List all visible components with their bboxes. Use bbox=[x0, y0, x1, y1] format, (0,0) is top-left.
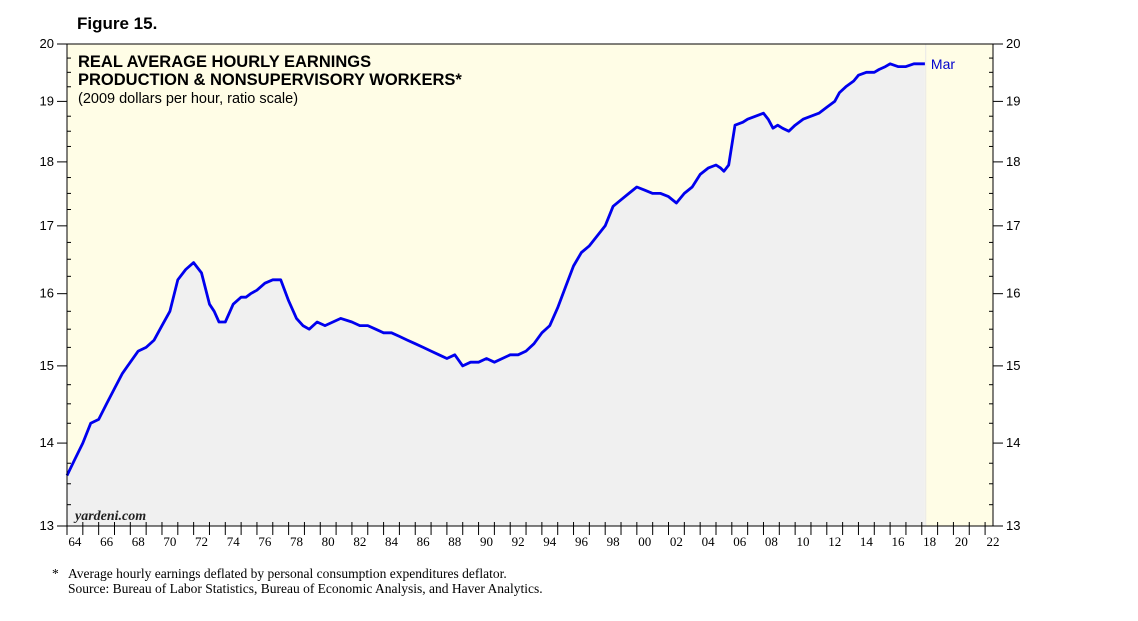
y-tick-label-right: 16 bbox=[1006, 286, 1020, 301]
x-tick-label: 22 bbox=[987, 534, 1000, 549]
footnote-source: Source: Bureau of Labor Statistics, Bure… bbox=[68, 581, 543, 596]
x-tick-label: 86 bbox=[417, 534, 431, 549]
x-tick-label: 70 bbox=[163, 534, 176, 549]
y-tick-label-right: 17 bbox=[1006, 218, 1020, 233]
x-tick-label: 82 bbox=[353, 534, 366, 549]
y-tick-label-right: 13 bbox=[1006, 518, 1020, 533]
y-tick-label-right: 15 bbox=[1006, 358, 1020, 373]
plot-frame bbox=[66, 43, 994, 527]
y-tick-label-left: 17 bbox=[40, 218, 54, 233]
y-tick-label-left: 15 bbox=[40, 358, 54, 373]
end-label: Mar bbox=[931, 56, 955, 72]
x-tick-label: 64 bbox=[68, 534, 82, 549]
x-tick-label: 08 bbox=[765, 534, 778, 549]
x-tick-label: 16 bbox=[892, 534, 906, 549]
x-tick-label: 84 bbox=[385, 534, 399, 549]
footnote: * Average hourly earnings deflated by per… bbox=[52, 566, 543, 596]
watermark: yardeni.com bbox=[73, 509, 146, 524]
x-tick-label: 80 bbox=[322, 534, 335, 549]
x-tick-label: 68 bbox=[132, 534, 145, 549]
y-tick-label-right: 14 bbox=[1006, 435, 1020, 450]
x-tick-label: 98 bbox=[607, 534, 620, 549]
y-tick-label-left: 20 bbox=[40, 36, 54, 51]
x-tick-label: 10 bbox=[797, 534, 810, 549]
x-tick-label: 90 bbox=[480, 534, 493, 549]
y-tick-label-right: 20 bbox=[1006, 36, 1020, 51]
x-tick-label: 78 bbox=[290, 534, 303, 549]
footnote-marker: * bbox=[52, 566, 59, 581]
x-tick-label: 76 bbox=[258, 534, 272, 549]
y-tick-label-left: 13 bbox=[40, 518, 54, 533]
x-tick-label: 02 bbox=[670, 534, 683, 549]
x-tick-label: 00 bbox=[638, 534, 651, 549]
x-tick-label: 96 bbox=[575, 534, 589, 549]
figure-label: Figure 15. bbox=[77, 14, 158, 33]
x-tick-label: 94 bbox=[543, 534, 557, 549]
footnote-note: Average hourly earnings deflated by pers… bbox=[68, 566, 507, 581]
chart-title: REAL AVERAGE HOURLY EARNINGS bbox=[78, 53, 371, 71]
y-tick-label-right: 18 bbox=[1006, 154, 1020, 169]
x-tick-label: 72 bbox=[195, 534, 208, 549]
x-tick-label: 66 bbox=[100, 534, 114, 549]
series-line bbox=[65, 62, 925, 477]
x-tick-label: 18 bbox=[923, 534, 936, 549]
x-tick-label: 04 bbox=[702, 534, 716, 549]
x-tick-label: 14 bbox=[860, 534, 874, 549]
series-area-fill bbox=[67, 63, 925, 527]
x-tick-label: 88 bbox=[448, 534, 461, 549]
y-tick-label-left: 16 bbox=[40, 286, 54, 301]
chart-title-line2: PRODUCTION & NONSUPERVISORY WORKERS* bbox=[78, 71, 462, 89]
x-tick-label: 20 bbox=[955, 534, 968, 549]
y-tick-label-left: 18 bbox=[40, 154, 54, 169]
x-tick-label: 74 bbox=[227, 534, 241, 549]
y-tick-label-right: 19 bbox=[1006, 93, 1020, 108]
chart-subtitle: (2009 dollars per hour, ratio scale) bbox=[78, 91, 298, 107]
x-tick-label: 92 bbox=[512, 534, 525, 549]
y-tick-label-left: 19 bbox=[40, 93, 54, 108]
x-tick-label: 06 bbox=[733, 534, 747, 549]
x-tick-label: 12 bbox=[828, 534, 841, 549]
y-tick-label-left: 14 bbox=[40, 435, 54, 450]
